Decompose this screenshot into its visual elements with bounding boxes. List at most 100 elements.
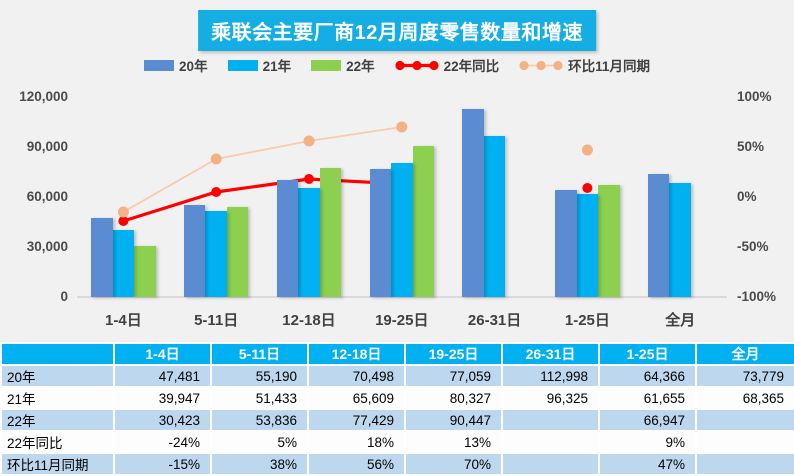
table-header-cell <box>0 342 115 366</box>
table-cell: 96,325 <box>501 386 600 410</box>
table-header-cell: 5-11日 <box>210 342 309 366</box>
point-mom-c5 <box>581 144 593 156</box>
table-cell: 47% <box>598 452 697 476</box>
left-axis-tick: 60,000 <box>26 189 68 204</box>
table-cell: 56% <box>307 452 406 476</box>
table-cell: 68,365 <box>695 386 794 410</box>
legend-label-y2022: 22年 <box>346 59 375 74</box>
table-cell <box>695 452 794 476</box>
x-axis-label: 1-4日 <box>105 312 142 329</box>
legend-line-swatch-mom <box>519 60 563 70</box>
table-cell: 112,998 <box>501 364 600 388</box>
table-cell: 18% <box>307 430 406 454</box>
table-header-cell: 1-25日 <box>598 342 697 366</box>
chart-plot-area: 0 30,000 60,000 90,000 120,000 -100% -50% 0% 50%… <box>19 89 777 329</box>
left-axis-tick: 30,000 <box>26 239 68 254</box>
table-cell: 90,447 <box>404 408 503 432</box>
point-mom-c1 <box>210 153 222 165</box>
bar-y2022-c2 <box>319 167 342 297</box>
page-title: 乘联会主要厂商12月周度零售数量和增速 <box>198 10 596 51</box>
point-mom-c0 <box>117 206 129 218</box>
x-axis-label: 19-25日 <box>375 312 429 329</box>
legend-swatch-y2021 <box>227 59 258 71</box>
table-row-3: 22年同比 -24% 5% 18% 13% 9% <box>0 430 794 454</box>
bar-y2021-c2 <box>298 187 320 297</box>
legend-line-swatch-yoy <box>395 60 439 70</box>
bar-y2020-c6 <box>647 174 670 297</box>
table-cell <box>695 408 794 432</box>
table-cell: 30,423 <box>113 408 212 432</box>
bar-y2020-c1 <box>183 205 206 297</box>
table-row-0: 20年 47,481 55,190 70,498 77,059 112,998 64,366… <box>0 364 794 388</box>
table-cell: 39,947 <box>113 386 212 410</box>
table-row-label: 20年 <box>0 364 115 388</box>
table-row-label: 22年 <box>0 408 115 432</box>
point-yoy-c2 <box>304 174 314 184</box>
right-axis-tick: 100% <box>737 89 772 104</box>
table-cell <box>501 452 600 476</box>
legend-item-y2021: 21年 <box>227 55 292 75</box>
table-header-cell: 全月 <box>695 342 794 366</box>
left-axis-tick: 90,000 <box>26 139 68 154</box>
table-cell: 5% <box>210 430 309 454</box>
table-cell: 70,498 <box>307 364 406 388</box>
legend-label-mom: 环比11月同期 <box>568 59 650 74</box>
right-axis-tick: 50% <box>737 139 765 154</box>
legend-label-y2021: 21年 <box>262 59 292 74</box>
table-header-row: 1-4日 5-11日 12-18日 19-25日 26-31日 1-25日 全月 <box>0 342 794 366</box>
left-axis-tick: 120,000 <box>19 89 68 104</box>
table-cell <box>695 430 794 454</box>
bar-y2021-c6 <box>669 183 691 297</box>
bar-y2022-c0 <box>134 246 156 297</box>
legend-swatch-y2020 <box>144 59 175 71</box>
bar-y2022-c1 <box>226 207 249 297</box>
table-cell: -24% <box>113 430 212 454</box>
legend-label-y2020: 20年 <box>179 59 208 74</box>
table-cell <box>501 408 600 432</box>
bar-y2021-c1 <box>205 211 227 297</box>
bar-y2021-c0 <box>112 230 135 297</box>
table-cell: 55,190 <box>210 364 309 388</box>
sales-table: 1-4日 5-11日 12-18日 19-25日 26-31日 1-25日 全月 20年 47… <box>0 342 794 476</box>
legend-swatch-y2022 <box>311 59 342 71</box>
table-cell: 66,947 <box>598 408 697 432</box>
bar-y2021-c4 <box>483 136 506 297</box>
table-cell: 73,779 <box>695 364 794 388</box>
bar-y2022-c5 <box>598 185 620 297</box>
table-row-4: 环比11月同期 -15% 38% 56% 70% 47% <box>0 452 794 476</box>
table-header-cell: 1-4日 <box>113 342 212 366</box>
table-cell: 70% <box>404 452 503 476</box>
legend: 20年 21年 22年 22年同比 环比11月同期 <box>0 54 794 76</box>
bar-y2021-c3 <box>391 163 413 297</box>
bar-y2022-c3 <box>412 146 435 297</box>
table-cell: 53,836 <box>210 408 309 432</box>
x-axis-label: 5-11日 <box>194 312 239 329</box>
right-axis-tick: -100% <box>737 289 777 304</box>
table-cell: 64,366 <box>598 364 697 388</box>
table-cell: 51,433 <box>210 386 309 410</box>
table-cell: 65,609 <box>307 386 406 410</box>
table-cell: 38% <box>210 452 309 476</box>
table-cell: 9% <box>598 430 697 454</box>
table-header-cell: 26-31日 <box>501 342 600 366</box>
legend-item-y2020: 20年 <box>144 55 208 75</box>
table-body: 20年 47,481 55,190 70,498 77,059 112,998 64,366… <box>0 364 794 476</box>
right-axis-tick: 0% <box>737 189 757 204</box>
point-yoy-c0 <box>118 216 129 226</box>
table-cell <box>501 430 600 454</box>
point-yoy-c1 <box>211 187 222 197</box>
table-row-label: 环比11月同期 <box>0 452 115 476</box>
bar-y2020-c4 <box>462 108 484 297</box>
point-mom-c3 <box>396 121 408 133</box>
table-row-2: 22年 30,423 53,836 77,429 90,447 66,947 <box>0 408 794 432</box>
table-cell: 80,327 <box>404 386 503 410</box>
table-cell: 47,481 <box>113 364 212 388</box>
bar-y2020-c0 <box>91 217 113 297</box>
x-axis-label: 12-18日 <box>282 312 336 329</box>
legend-item-mom: 环比11月同期 <box>519 55 650 75</box>
table-header-row: 1-4日 5-11日 12-18日 19-25日 26-31日 1-25日 全月 <box>0 342 794 366</box>
right-axis-tick: -50% <box>737 239 769 254</box>
bar-y2020-c5 <box>555 189 577 297</box>
table-row-label: 21年 <box>0 386 115 410</box>
